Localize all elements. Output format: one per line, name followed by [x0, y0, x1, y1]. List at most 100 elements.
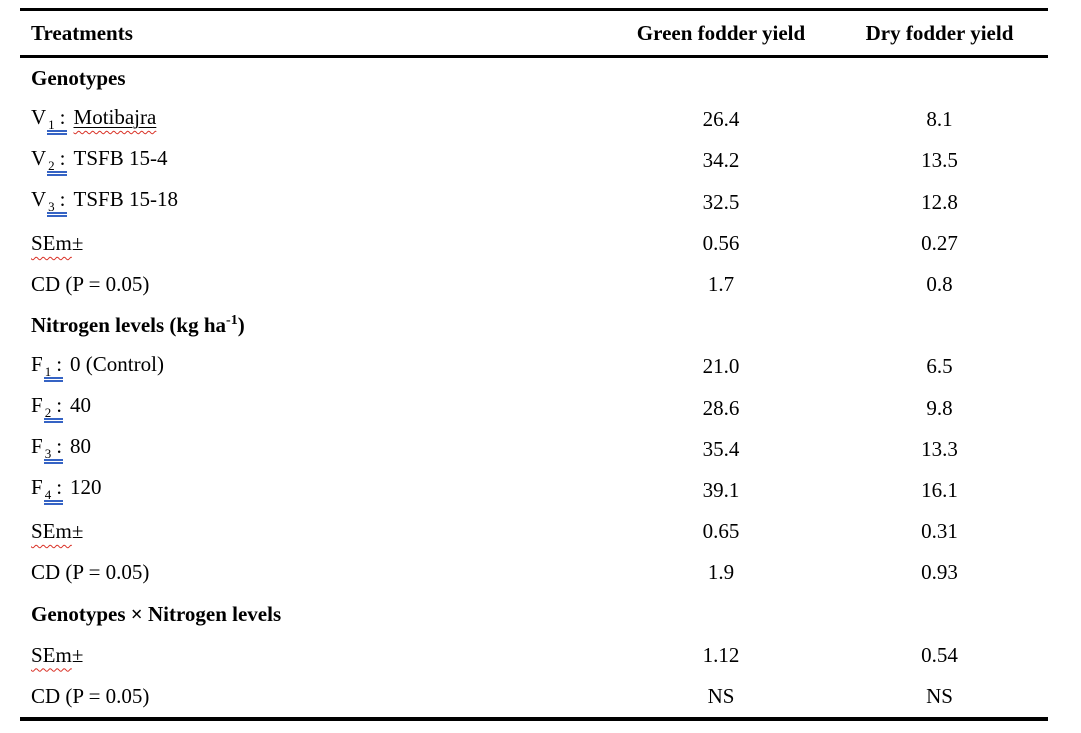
treatment-label: 0 (Control) [70, 351, 164, 376]
treatment-prefix: F [31, 434, 43, 459]
column-header-dry-fodder-yield: Dry fodder yield [831, 9, 1048, 58]
treatment-label: TSFB 15-4 [73, 145, 168, 170]
row-nitrogen-cd: CD (P = 0.05) 1.9 0.93 [20, 552, 1048, 593]
treatment-cell: F 3:80 [20, 429, 611, 470]
section-header-nitrogen-levels: Nitrogen levels (kg ha-1) [20, 305, 1048, 346]
green-fodder-value: 1.7 [707, 272, 735, 297]
row-genotypes-sem: SEm± 0.56 0.27 [20, 223, 1048, 264]
grammar-underline: 1: [43, 351, 64, 382]
row-v1-motibajra: V 1: Motibajra 26.4 8.1 [20, 99, 1048, 140]
treatment-cell: SEm± [20, 223, 611, 264]
plus-minus-sign: ± [71, 230, 84, 255]
section-title: Nitrogen levels (kg ha-1) [20, 305, 1048, 346]
row-f2-40: F 2:40 28.6 9.8 [20, 388, 1048, 429]
treatment-colon: : [56, 351, 63, 376]
grammar-underline: 2: [47, 145, 67, 176]
cd-label: CD (P = 0.05) [31, 683, 150, 708]
table-header: Treatments Green fodder yield Dry fodder… [20, 9, 1048, 58]
row-v2-tsfb-15-4: V 2: TSFB 15-4 34.2 13.5 [20, 140, 1048, 181]
green-fodder-value: 1.9 [707, 560, 735, 585]
dry-fodder-value: 16.1 [921, 477, 958, 502]
grammar-underline: 4: [43, 475, 64, 506]
treatment-cell: F 2:40 [20, 388, 611, 429]
dry-fodder-value: 13.5 [921, 148, 958, 173]
cd-label: CD (P = 0.05) [31, 272, 150, 297]
treatment-label: 120 [70, 475, 102, 500]
row-nitrogen-sem: SEm± 0.65 0.31 [20, 511, 1048, 552]
treatment-colon: : [59, 145, 66, 170]
treatment-colon: : [56, 475, 63, 500]
treatment-colon: : [56, 434, 63, 459]
dry-fodder-value: 0.27 [921, 230, 958, 255]
plus-minus-sign: ± [71, 519, 84, 544]
grammar-underline: 2: [43, 393, 64, 424]
sem-label: SEm [31, 519, 72, 544]
superscript-minus-one: -1 [226, 313, 238, 329]
dry-fodder-value: 0.31 [921, 519, 958, 544]
treatment-cell: V 1: Motibajra [20, 99, 611, 140]
dry-fodder-value: NS [926, 683, 953, 708]
treatment-subscript: 4 [44, 487, 52, 503]
dry-fodder-value: 0.93 [921, 560, 958, 585]
green-fodder-value: 28.6 [702, 395, 740, 420]
dry-fodder-value: 13.3 [921, 436, 958, 461]
section-header-interaction: Genotypes × Nitrogen levels [20, 593, 1048, 634]
section-title-text: Nitrogen levels (kg ha [31, 313, 227, 338]
dry-fodder-value: 8.1 [926, 107, 953, 132]
row-genotypes-cd: CD (P = 0.05) 1.7 0.8 [20, 264, 1048, 305]
underline-wrap: Motibajra [74, 105, 157, 129]
treatment-subscript: 2 [44, 405, 52, 421]
green-fodder-value: 35.4 [702, 436, 740, 461]
column-header-green-fodder-yield: Green fodder yield [611, 9, 831, 58]
section-title: Genotypes × Nitrogen levels [31, 601, 282, 626]
treatment-label: Motibajra [73, 104, 157, 129]
treatment-subscript: 3 [44, 446, 52, 462]
dry-fodder-value: 0.8 [926, 272, 953, 297]
treatment-subscript: 1 [44, 363, 52, 379]
treatment-subscript: 3 [48, 199, 55, 215]
cd-label: CD (P = 0.05) [31, 560, 150, 585]
treatment-cell: V 2: TSFB 15-4 [20, 140, 611, 181]
treatment-prefix: F [31, 351, 43, 376]
row-f4-120: F 4:120 39.1 16.1 [20, 470, 1048, 511]
header-row: Treatments Green fodder yield Dry fodder… [20, 9, 1048, 58]
treatment-label: 40 [70, 393, 92, 418]
green-fodder-value: NS [707, 683, 735, 708]
grammar-underline: 3: [47, 189, 67, 218]
green-fodder-value: 1.12 [702, 642, 740, 667]
grammar-underline: 1: [47, 104, 67, 135]
green-fodder-value: 32.5 [702, 189, 740, 214]
column-header-treatments: Treatments [20, 9, 611, 58]
dry-fodder-value: 9.8 [926, 395, 953, 420]
sem-label: SEm [31, 642, 72, 667]
green-fodder-value: 0.65 [702, 519, 740, 544]
treatment-cell: V 3: TSFB 15-18 [20, 182, 611, 223]
row-interaction-sem: SEm± 1.12 0.54 [20, 635, 1048, 676]
treatment-prefix: V [31, 104, 47, 129]
green-fodder-value: 26.4 [702, 107, 740, 132]
green-fodder-value: 39.1 [702, 477, 740, 502]
treatment-prefix: F [31, 475, 43, 500]
treatment-cell: SEm± [20, 635, 611, 676]
treatment-colon: : [59, 104, 66, 129]
section-title: Genotypes [31, 66, 126, 91]
treatment-cell: F 4:120 [20, 470, 611, 511]
green-fodder-value: 34.2 [702, 148, 740, 173]
green-fodder-value: 0.56 [702, 230, 740, 255]
plus-minus-sign: ± [71, 642, 84, 667]
row-f3-80: F 3:80 35.4 13.3 [20, 429, 1048, 470]
row-interaction-cd: CD (P = 0.05) NS NS [20, 676, 1048, 719]
row-v3-tsfb-15-18: V 3: TSFB 15-18 32.5 12.8 [20, 182, 1048, 223]
fodder-yield-table: Treatments Green fodder yield Dry fodder… [20, 8, 1048, 721]
table-body: Genotypes V 1: Motibajra 26.4 8.1 V 2: TSFB … [20, 57, 1048, 720]
treatment-cell: SEm± [20, 511, 611, 552]
dry-fodder-value: 12.8 [921, 189, 958, 214]
treatment-colon: : [56, 393, 63, 418]
treatment-subscript: 1 [48, 116, 55, 132]
dry-fodder-value: 6.5 [926, 354, 953, 379]
treatment-label: 80 [70, 434, 92, 459]
dry-fodder-value: 0.54 [921, 642, 958, 667]
treatment-prefix: F [31, 393, 43, 418]
